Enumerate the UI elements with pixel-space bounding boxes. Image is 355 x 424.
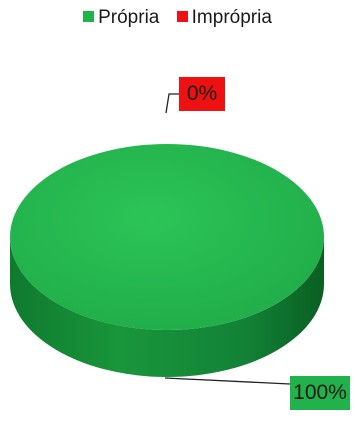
leader-line-propria (164, 377, 291, 385)
legend-label-propria: Própria (98, 7, 160, 28)
pie-slice-side-prpria (10, 237, 324, 377)
data-label-propria: 100% (290, 376, 350, 410)
leader-line-impropria (165, 93, 179, 114)
legend-label-impropria: Imprópria (191, 7, 272, 28)
data-label-impropria: 0% (179, 77, 225, 111)
pie-slice-prpria (10, 144, 324, 330)
legend-swatch-impropria (176, 11, 188, 22)
legend-item-propria: Própria (83, 7, 159, 29)
legend-swatch-propria (83, 11, 95, 22)
chart-legend: Própria Imprópria (0, 7, 355, 29)
legend-item-impropria: Imprópria (176, 7, 272, 29)
